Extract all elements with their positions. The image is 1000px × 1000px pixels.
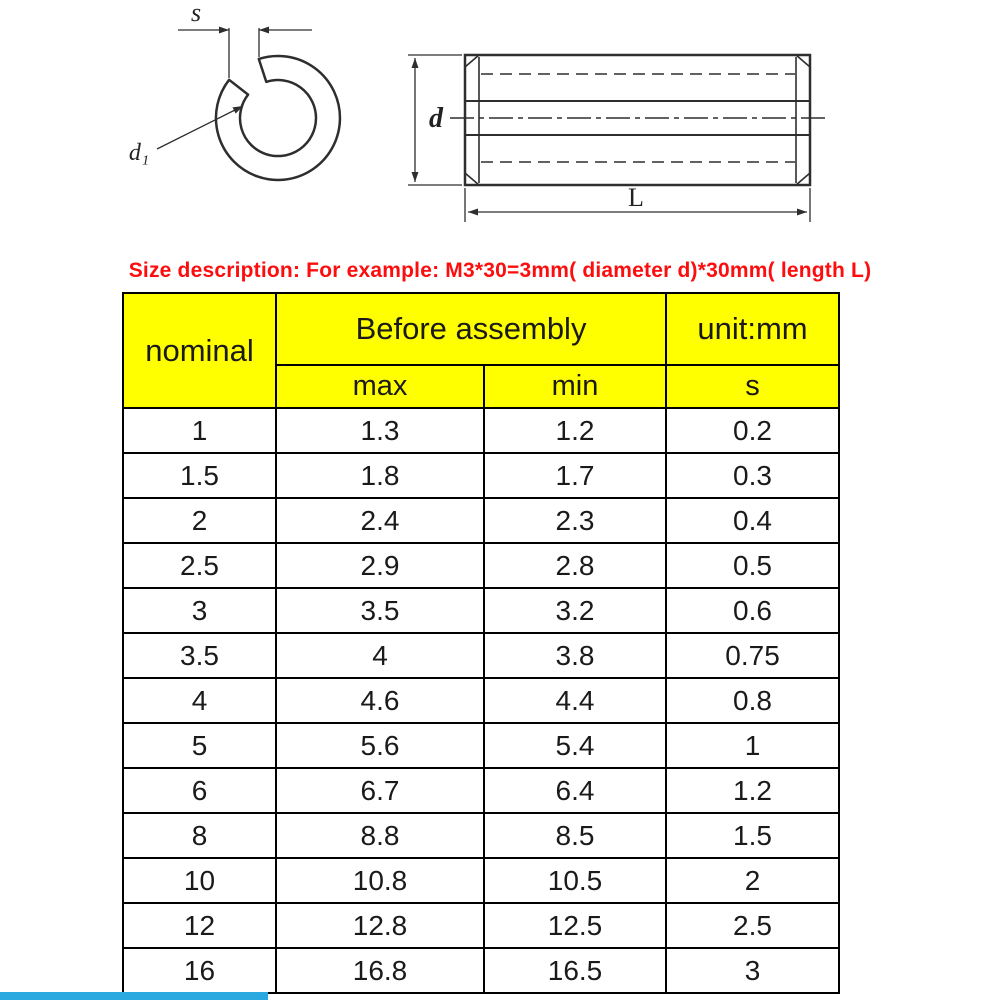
cell-max: 4 [275,632,485,679]
cell-s: 1.5 [665,812,841,859]
pin-end-view-ring [214,54,342,182]
cell-nominal: 10 [122,857,277,904]
inner-diameter-leader [156,105,244,150]
cell-min: 2.8 [482,542,668,589]
technical-drawing: s d₁ [0,0,1000,256]
cell-s: 3 [665,947,841,994]
cell-nominal: 3 [122,587,277,634]
cell-s: 0.5 [665,542,841,589]
pin-end-chamfers [464,54,811,186]
header-max: max [275,364,485,409]
table-row: 2.5 2.9 2.8 0.5 [122,542,841,589]
cell-nominal: 1.5 [122,452,277,499]
spec-table-body: 1 1.3 1.2 0.2 1.5 1.8 1.7 0.3 2 2.4 2.3 0.4 2.5 2.9 2.… [122,407,841,994]
cell-nominal: 8 [122,812,277,859]
cell-min: 1.7 [482,452,668,499]
cell-min: 1.2 [482,407,668,454]
table-row: 1.5 1.8 1.7 0.3 [122,452,841,499]
spring-pin-drawing: s d₁ [129,0,826,222]
header-s: s [665,364,841,409]
cell-max: 6.7 [275,767,485,814]
cell-nominal: 6 [122,767,277,814]
cell-nominal: 2.5 [122,542,277,589]
cell-min: 3.2 [482,587,668,634]
inner-diameter-label: d₁ [129,140,149,166]
pin-hidden-lines [481,73,795,163]
header-before-assembly: Before assembly [274,292,668,366]
pin-side-view-body [463,53,812,187]
cell-max: 5.6 [275,722,485,769]
cell-s: 1.2 [665,767,841,814]
cell-s: 0.8 [665,677,841,724]
cell-max: 12.8 [275,902,485,949]
table-row: 2 2.4 2.3 0.4 [122,497,841,544]
cell-max: 1.8 [275,452,485,499]
length-label: L [628,183,644,212]
cell-max: 10.8 [275,857,485,904]
cell-max: 8.8 [275,812,485,859]
cell-nominal: 4 [122,677,277,724]
cell-max: 1.3 [275,407,485,454]
slot-width-dimension [178,26,312,78]
table-row: 1 1.3 1.2 0.2 [122,407,841,454]
table-row: 3 3.5 3.2 0.6 [122,587,841,634]
cell-s: 1 [665,722,841,769]
header-min: min [482,364,668,409]
diameter-dimension [408,54,462,186]
pin-slot-edges [466,100,809,136]
table-row: 4 4.6 4.4 0.8 [122,677,841,724]
cell-nominal: 12 [122,902,277,949]
cell-s: 0.3 [665,452,841,499]
cell-nominal: 1 [122,407,277,454]
table-row: 5 5.6 5.4 1 [122,722,841,769]
cell-s: 0.6 [665,587,841,634]
size-description: Size description: For example: M3*30=3mm… [128,259,872,282]
cell-min: 4.4 [482,677,668,724]
cell-min: 2.3 [482,497,668,544]
cell-min: 8.5 [482,812,668,859]
header-unit: unit:mm [665,292,841,366]
cell-s: 0.4 [665,497,841,544]
cell-max: 4.6 [275,677,485,724]
slot-width-label: s [191,0,201,27]
cell-nominal: 5 [122,722,277,769]
cell-s: 0.75 [665,632,841,679]
header-nominal: nominal [122,292,277,409]
table-row: 3.5 4 3.8 0.75 [122,632,841,679]
bottom-blue-bar [0,992,268,1000]
cell-max: 2.4 [275,497,485,544]
cell-min: 12.5 [482,902,668,949]
cell-min: 5.4 [482,722,668,769]
diameter-label: d [429,103,444,134]
table-row: 8 8.8 8.5 1.5 [122,812,841,859]
cell-min: 6.4 [482,767,668,814]
cell-max: 3.5 [275,587,485,634]
cell-min: 16.5 [482,947,668,994]
cell-s: 2.5 [665,902,841,949]
table-row: 6 6.7 6.4 1.2 [122,767,841,814]
cell-max: 2.9 [275,542,485,589]
cell-nominal: 2 [122,497,277,544]
table-row: 16 16.8 16.5 3 [122,947,841,994]
cell-max: 16.8 [275,947,485,994]
table-row: 10 10.8 10.5 2 [122,857,841,904]
spec-table: nominal Before assembly unit:mm max min … [122,292,841,994]
length-dimension [464,188,811,222]
cell-nominal: 3.5 [122,632,277,679]
spec-table-header: nominal Before assembly unit:mm max min … [122,292,841,409]
cell-min: 3.8 [482,632,668,679]
cell-nominal: 16 [122,947,277,994]
cell-min: 10.5 [482,857,668,904]
cell-s: 0.2 [665,407,841,454]
table-row: 12 12.8 12.5 2.5 [122,902,841,949]
cell-s: 2 [665,857,841,904]
